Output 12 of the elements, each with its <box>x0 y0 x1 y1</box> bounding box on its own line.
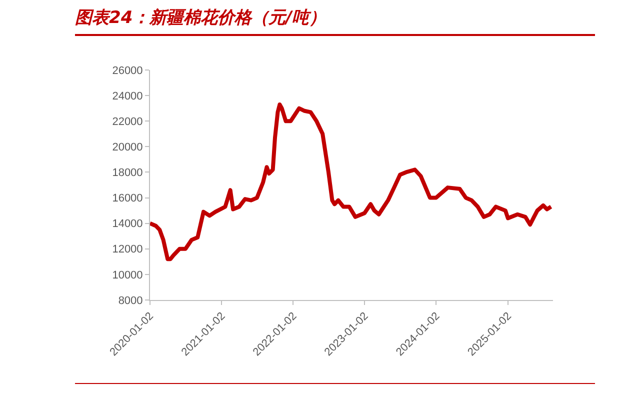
y-tick-label: 8000 <box>118 294 143 307</box>
y-tick-label: 14000 <box>112 218 143 230</box>
line-series <box>150 102 553 262</box>
y-tick-label: 22000 <box>112 116 143 128</box>
chart-title: 图表24：新疆棉花价格（元/吨） <box>75 7 326 29</box>
y-tick-label: 26000 <box>112 64 143 77</box>
y-tick-label: 24000 <box>112 90 143 102</box>
y-tick-label: 10000 <box>112 269 143 282</box>
y-tick-label: 16000 <box>112 192 143 205</box>
y-tick-label: 20000 <box>112 142 143 154</box>
y-tick-label: 18000 <box>112 167 143 180</box>
y-tick-label: 12000 <box>112 244 143 256</box>
